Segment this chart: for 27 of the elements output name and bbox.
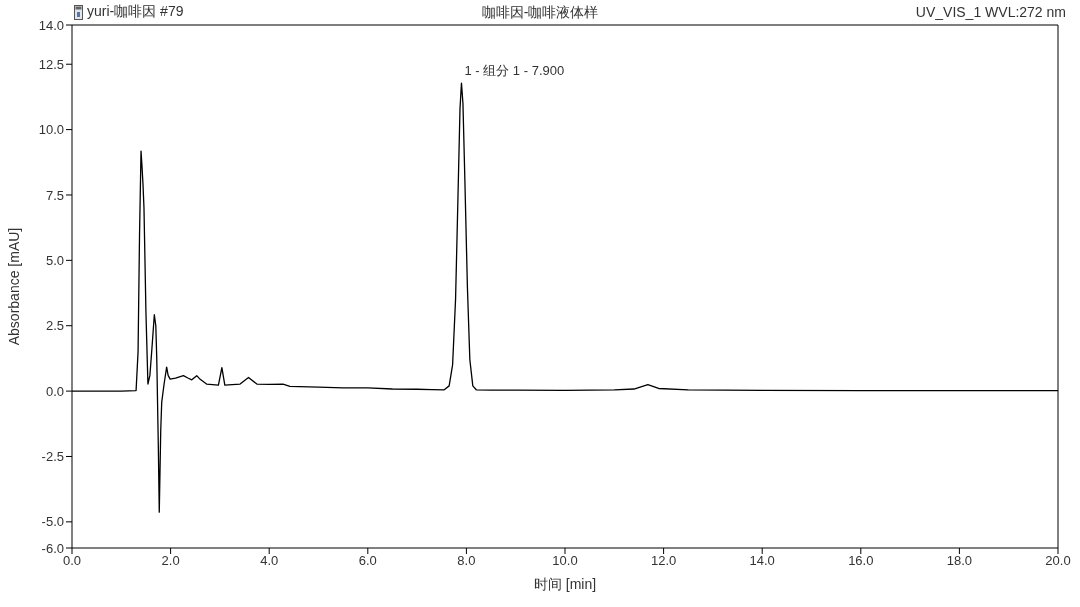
x-tick-label: 6.0 [358, 553, 377, 569]
x-tick-label: 4.0 [260, 553, 279, 569]
y-tick-label: 14.0 [38, 17, 64, 33]
y-tick-label: 10.0 [38, 122, 64, 138]
y-tick-label: -2.5 [41, 449, 64, 465]
x-tick-label: 16.0 [848, 553, 874, 569]
y-tick-label: 7.5 [45, 187, 64, 203]
x-tick-label: 0.0 [62, 553, 82, 569]
y-tick-label: -5.0 [41, 514, 64, 530]
y-axis-title: Absorbance [mAU] [5, 227, 22, 346]
y-tick-label: -6.0 [41, 540, 64, 556]
x-tick-label: 8.0 [457, 553, 476, 569]
text: UV_VIS_1 WVL:272 nm [915, 3, 1066, 22]
x-tick-label: 20.0 [1045, 553, 1071, 569]
x-tick-label: 2.0 [161, 553, 180, 569]
y-tick-label: 2.5 [45, 318, 64, 334]
y-tick-label: 0.0 [45, 383, 64, 399]
y-tick-label: 5.0 [45, 252, 64, 268]
annotation: 1 - 组分 1 - 7.900 [464, 63, 565, 79]
x-tick-label: 12.0 [650, 553, 677, 569]
x-tick-label: 14.0 [749, 553, 775, 569]
text: yuri-咖啡因 #79 [87, 3, 184, 21]
x-tick-label: 18.0 [946, 553, 973, 569]
x-axis-title: 时间 [min] [533, 576, 597, 592]
chart-title: 咖啡因-咖啡液体样 [481, 4, 599, 20]
x-tick-label: 10.0 [552, 553, 578, 569]
y-tick-label: 12.5 [38, 56, 64, 72]
